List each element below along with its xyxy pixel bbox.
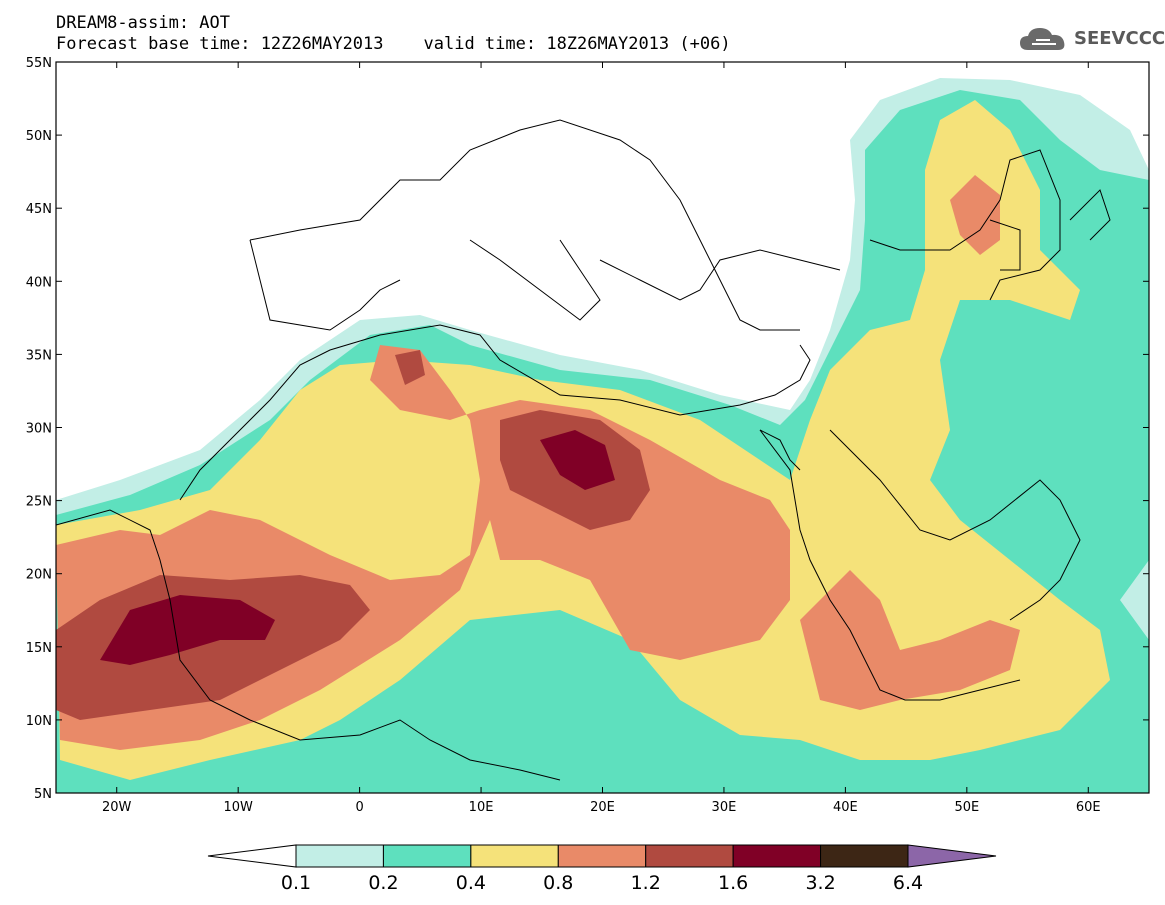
- aot-contour-0.8-caspian: [950, 175, 1000, 255]
- lat-label: 50N: [26, 129, 52, 144]
- colorbar-level-label: 1.2: [631, 872, 661, 894]
- lon-label: 30E: [712, 800, 737, 815]
- lon-label: 20E: [590, 800, 615, 815]
- cloud-icon: [1020, 28, 1065, 50]
- lat-label: 25N: [26, 495, 52, 510]
- colorbar-level-label: 0.8: [543, 872, 573, 894]
- colorbar-swatch: [732, 844, 822, 868]
- lat-label: 40N: [26, 275, 52, 290]
- lat-label: 15N: [26, 641, 52, 656]
- colorbar-swatch: [295, 844, 384, 868]
- colorbar-high-arrow: [907, 844, 997, 868]
- lat-label: 5N: [34, 787, 52, 802]
- latitude-labels: 55N 50N 45N 40N 35N 30N 25N 20N 15N 10N 5N: [26, 56, 52, 802]
- colorbar-level-label: 0.4: [456, 872, 486, 894]
- aot-field: [56, 62, 1149, 793]
- colorbar-swatch: [470, 844, 559, 868]
- aot-contour-1.6-libya: [540, 430, 615, 490]
- aot-contour-1.6: [100, 595, 275, 665]
- lat-label: 55N: [26, 56, 52, 71]
- lon-label: 50E: [954, 800, 979, 815]
- lat-label: 35N: [26, 348, 52, 363]
- colorbar-swatch: [557, 844, 647, 868]
- aot-contour-1.2-small: [395, 350, 425, 385]
- aot-contour-0.8-east: [800, 570, 1020, 710]
- lon-label: 0: [355, 800, 363, 815]
- colorbar-swatch: [820, 844, 909, 868]
- lat-label: 10N: [26, 714, 52, 729]
- lon-label: 20W: [102, 800, 132, 815]
- lat-label: 45N: [26, 202, 52, 217]
- lon-label: 60E: [1076, 800, 1101, 815]
- base-time: Forecast base time: 12Z26MAY2013: [56, 34, 384, 54]
- logo-text: SEEVCCC: [1074, 28, 1165, 49]
- seevccc-logo: SEEVCCC: [1018, 24, 1165, 56]
- colorbar-swatch: [645, 844, 734, 868]
- colorbar-level-label: 0.1: [281, 872, 311, 894]
- lon-label: 40E: [833, 800, 858, 815]
- lon-label: 10E: [469, 800, 494, 815]
- colorbar-swatch: [382, 844, 472, 868]
- valid-time: valid time: 18Z26MAY2013 (+06): [423, 34, 731, 54]
- colorbar-level-label: 3.2: [805, 872, 835, 894]
- map-title: DREAM8-assim: AOT: [56, 13, 230, 33]
- colorbar: 0.1 0.2 0.4 0.8 1.2 1.6 3.2 6.4: [207, 844, 997, 894]
- map-subtitle: Forecast base time: 12Z26MAY2013 valid ti…: [56, 35, 731, 54]
- lon-label: 10W: [223, 800, 253, 815]
- colorbar-level-label: 0.2: [368, 872, 398, 894]
- colorbar-level-label: 6.4: [893, 872, 923, 894]
- colorbar-level-label: 1.6: [718, 872, 748, 894]
- colorbar-low-arrow: [207, 844, 297, 868]
- longitude-labels: 20W 10W 0 10E 20E 30E 40E 50E 60E: [102, 800, 1101, 815]
- lat-label: 30N: [26, 422, 52, 437]
- lat-label: 20N: [26, 568, 52, 583]
- axis-ticks: [56, 61, 1149, 794]
- coastlines: [56, 119, 1111, 781]
